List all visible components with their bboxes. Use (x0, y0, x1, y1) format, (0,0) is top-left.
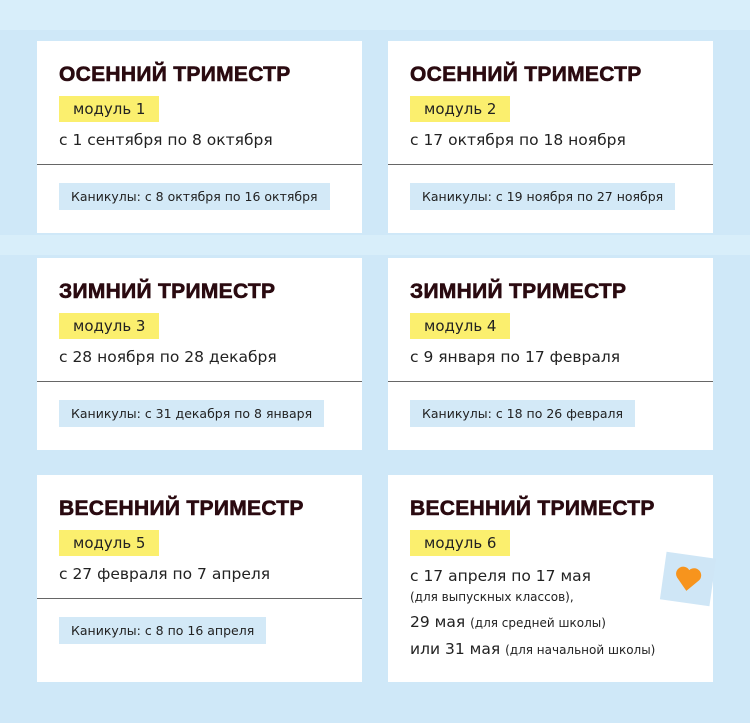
trimester-title: ОСЕННИЙ ТРИМЕСТР (410, 63, 642, 87)
module-badge: модуль 2 (410, 96, 511, 122)
dates-text: 29 мая (410, 613, 466, 631)
module-badge: модуль 1 (59, 96, 160, 122)
background-stripe (0, 235, 750, 255)
vacation-badge: Каникулы: с 8 октября по 16 октября (59, 183, 330, 210)
card-module-5: ВЕСЕННИЙ ТРИМЕСТР модуль 5 с 27 февраля … (37, 475, 362, 682)
dates-line-1: с 17 апреля по 17 мая (410, 567, 591, 585)
dates-line-2: 29 мая (для средней школы) (410, 613, 606, 631)
module-dates: с 28 ноября по 28 декабря (59, 348, 277, 366)
module-dates: с 27 февраля по 7 апреля (59, 565, 271, 583)
module-badge: модуль 5 (59, 530, 160, 556)
divider (37, 598, 362, 599)
trimester-title: ОСЕННИЙ ТРИМЕСТР (59, 63, 291, 87)
vacation-badge: Каникулы: с 19 ноября по 27 ноября (410, 183, 676, 210)
trimester-title: ВЕСЕННИЙ ТРИМЕСТР (410, 497, 655, 521)
module-badge: модуль 4 (410, 313, 511, 339)
trimester-title: ВЕСЕННИЙ ТРИМЕСТР (59, 497, 304, 521)
vacation-badge: Каникулы: с 18 по 26 февраля (410, 400, 636, 427)
card-module-4: ЗИМНИЙ ТРИМЕСТР модуль 4 с 9 января по 1… (388, 258, 713, 450)
divider (388, 381, 713, 382)
dates-text: или 31 мая (410, 640, 501, 658)
divider (37, 164, 362, 165)
module-badge: модуль 3 (59, 313, 160, 339)
divider (37, 381, 362, 382)
vacation-badge: Каникулы: с 31 декабря по 8 января (59, 400, 325, 427)
module-dates: с 1 сентября по 8 октября (59, 131, 273, 149)
heart-sticker (659, 551, 717, 607)
card-module-2: ОСЕННИЙ ТРИМЕСТР модуль 2 с 17 октября п… (388, 41, 713, 233)
dates-text: с 17 апреля по 17 мая (410, 567, 591, 585)
card-module-6: ВЕСЕННИЙ ТРИМЕСТР модуль 6 с 17 апреля п… (388, 475, 717, 682)
dates-note: (для средней школы) (470, 616, 606, 630)
background-stripe (0, 0, 750, 30)
card-module-3: ЗИМНИЙ ТРИМЕСТР модуль 3 с 28 ноября по … (37, 258, 362, 450)
vacation-badge: Каникулы: с 8 по 16 апреля (59, 617, 267, 644)
dates-note: (для начальной школы) (505, 643, 656, 657)
module-badge: модуль 6 (410, 530, 511, 556)
trimester-title: ЗИМНИЙ ТРИМЕСТР (410, 280, 627, 304)
heart-icon (676, 566, 702, 591)
dates-line-3: или 31 мая (для начальной школы) (410, 640, 655, 658)
module-dates: с 9 января по 17 февраля (410, 348, 621, 366)
dates-note-1: (для выпускных классов), (410, 590, 574, 604)
trimester-title: ЗИМНИЙ ТРИМЕСТР (59, 280, 276, 304)
module-dates: с 17 октября по 18 ноября (410, 131, 626, 149)
card-module-1: ОСЕННИЙ ТРИМЕСТР модуль 1 с 1 сентября п… (37, 41, 362, 233)
divider (388, 164, 713, 165)
